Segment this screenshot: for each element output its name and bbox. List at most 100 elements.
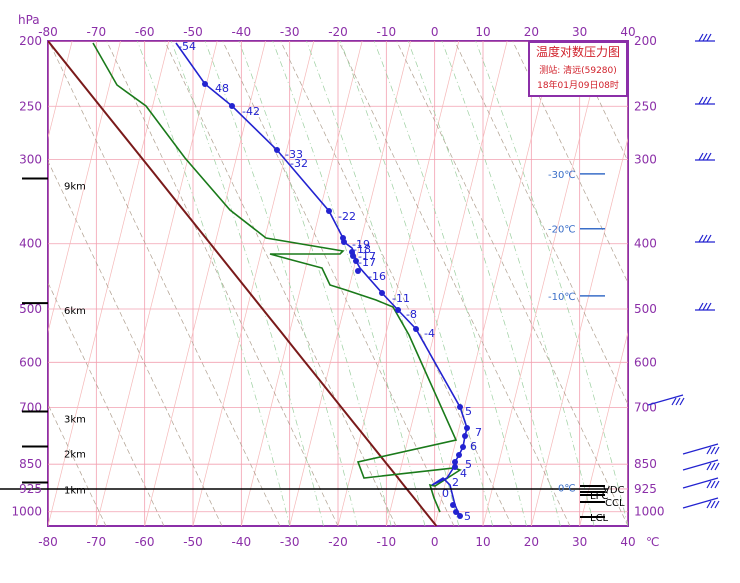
temperature-point [413, 326, 419, 332]
y-tick-right: 700 [634, 400, 657, 414]
temperature-curve [175, 42, 468, 517]
isotherm-marks: -30℃ -20℃ -10℃ 0℃ [548, 170, 605, 494]
y-tick-right: 1000 [634, 505, 665, 519]
temperature-point [326, 208, 332, 214]
wind-barb-flag [675, 397, 681, 406]
wind-barb-flag [710, 462, 716, 471]
temperature-point [274, 147, 280, 153]
dry-adiabat [48, 41, 281, 526]
temperature-label: 6 [470, 440, 477, 453]
temperature-point [229, 103, 235, 109]
skew-isotherm [530, 136, 628, 526]
wind-barb-flag [714, 500, 720, 509]
wind-barb [682, 497, 719, 509]
x-tick-bottom: 30 [572, 535, 587, 549]
wind-barb-flag [714, 462, 720, 471]
temperature-label: -19 [352, 238, 370, 251]
wind-barb [682, 477, 719, 489]
temperature-point [353, 258, 359, 264]
temperature-label: -54 [178, 40, 196, 53]
temperature-point [456, 452, 462, 458]
wind-barb-flag [706, 234, 712, 243]
wind-barb-flag [702, 152, 708, 161]
station-label: 测站: 清远(59280) [539, 64, 617, 76]
skew-isotherm [48, 41, 170, 526]
wind-barb-flag [710, 446, 716, 455]
temperature-point [457, 513, 463, 519]
height-label: 1km [64, 486, 86, 497]
temperature-label: 2 [452, 476, 459, 489]
wind-barb-flag [702, 234, 708, 243]
height-label: 2km [64, 449, 86, 460]
dry-adiabat [48, 282, 165, 526]
chart-title: 温度对数压力图 [536, 44, 620, 59]
x-tick-top: 20 [524, 25, 539, 39]
y-tick-left: 1000 [11, 505, 42, 519]
wind-barb-flag [714, 446, 720, 455]
temperature-label: -32 [290, 157, 308, 170]
x-tick-bottom: -70 [87, 535, 107, 549]
y-tick-right: 250 [634, 99, 657, 113]
wind-barb-flag [698, 96, 704, 105]
x-tick-top: -60 [135, 25, 155, 39]
wind-barb-flag [702, 33, 708, 42]
height-label: 6km [64, 306, 86, 317]
y-tick-right: 600 [634, 355, 657, 369]
skew-isotherm [725, 41, 740, 526]
x-tick-bottom: -30 [280, 535, 300, 549]
y-tick-right: 400 [634, 237, 657, 251]
level-label: CCL [605, 498, 625, 509]
x-tick-top: 0 [431, 25, 439, 39]
skew-isotherm [48, 41, 121, 334]
height-marks: 9km 6km 3km 2km 1km [22, 177, 86, 497]
time-label: 18年01月09日08时 [537, 79, 619, 91]
temperature-label: -4 [424, 327, 435, 340]
skew-isotherm [192, 41, 315, 526]
temperature-point [452, 459, 458, 465]
temperature-label: 5 [464, 510, 471, 523]
temperature-point [457, 404, 463, 410]
wind-barb-flag [706, 500, 712, 509]
y-tick-left: 500 [19, 302, 42, 316]
wind-barb-flag [706, 446, 712, 455]
wind-barb-flag [706, 462, 712, 471]
x-tick-top: -20 [328, 25, 348, 39]
x-tick-bottom: 0 [431, 535, 439, 549]
x-tick-top: -40 [232, 25, 252, 39]
wind-barb [647, 394, 684, 406]
adiabat-grid [48, 41, 628, 526]
temperature-label: -17 [358, 250, 376, 263]
x-tick-top: -50 [183, 25, 203, 39]
moist-adiabat [306, 41, 460, 526]
y-tick-right: 850 [634, 457, 657, 471]
wind-barb-flag [698, 302, 704, 311]
skew-isotherm [482, 41, 605, 526]
x-tick-top: 30 [572, 25, 587, 39]
moist-adiabat [272, 41, 426, 526]
x-tick-bottom: -50 [183, 535, 203, 549]
temperature-label: -18 [353, 243, 371, 256]
isotherm-mark-label: -20℃ [548, 225, 576, 236]
temperature-label: -11 [392, 292, 410, 305]
isotherm-mark-label: -10℃ [548, 292, 576, 303]
temperature-label: 48 [215, 82, 229, 95]
level-label: VDC [603, 485, 625, 496]
y-tick-right: 200 [634, 34, 657, 48]
moist-adiabat [204, 41, 358, 526]
wind-barb-flag [698, 234, 704, 243]
y-tick-right: 500 [634, 302, 657, 316]
temperature-points: -5448-42-33-32-22-19-18-17-17-16-11-8-45… [178, 40, 482, 523]
dry-adiabat [280, 41, 513, 526]
x-tick-top: -30 [280, 25, 300, 39]
moist-adiabat [441, 41, 595, 526]
skew-isotherm [385, 41, 508, 526]
dry-adiabat [164, 41, 397, 526]
isotherm-mark-label: -30℃ [548, 170, 576, 181]
temperature-point [453, 509, 459, 515]
skew-isotherm [48, 41, 73, 140]
wind-barb-flag [706, 480, 712, 489]
dewpoint-curve [92, 42, 462, 513]
x-axis-bottom: -80 -70 -60 -50 -40 -30 -20 -10 0 10 20 30 40 [38, 535, 635, 549]
temperature-label: 7 [475, 426, 482, 439]
dry-adiabat [396, 41, 628, 526]
